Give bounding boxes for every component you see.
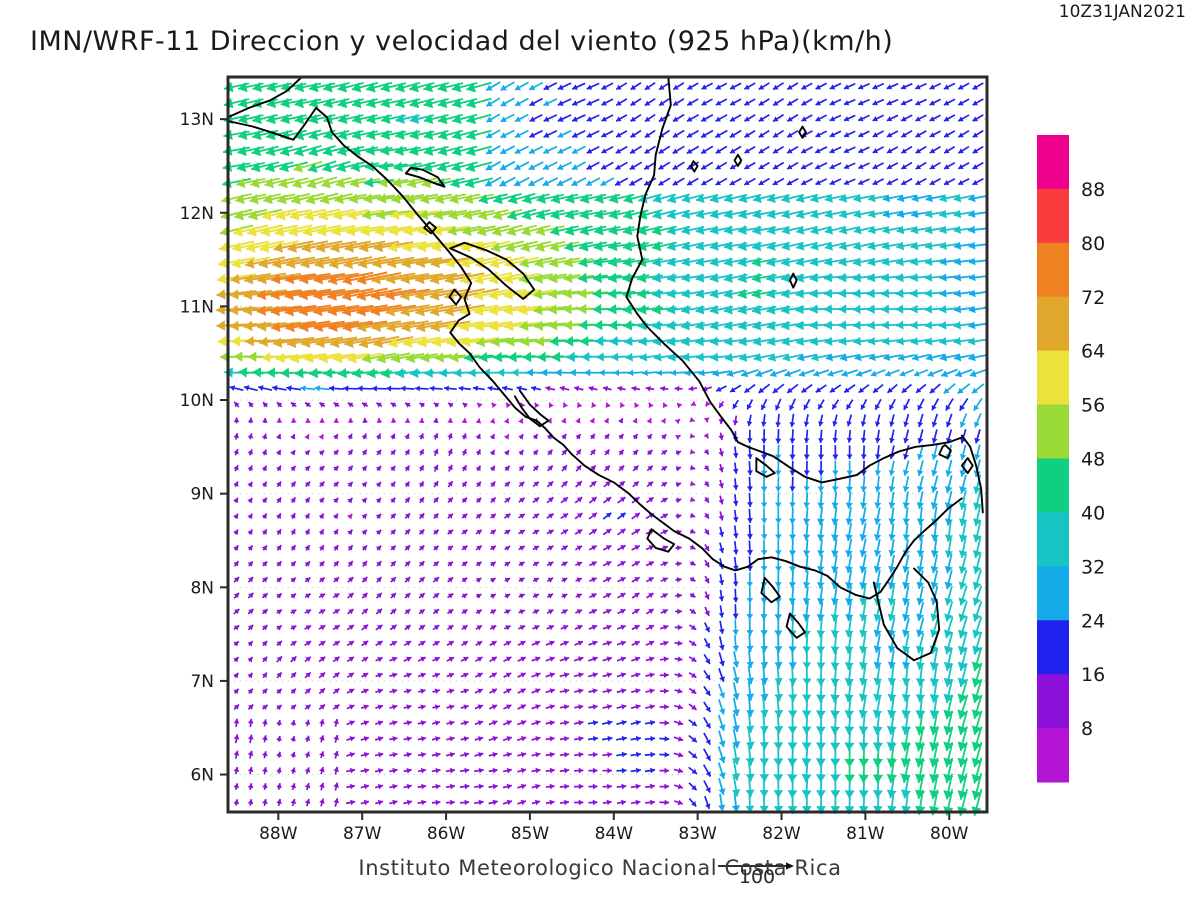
colorbar-band[interactable]	[1037, 458, 1069, 513]
x-tick-label: 84W	[595, 824, 634, 844]
colorbar-tick-label: 56	[1081, 395, 1105, 417]
x-tick-label: 83W	[678, 824, 717, 844]
y-axis: 13N 12N 11N 10N 9N 8N 7N 6N	[180, 110, 228, 786]
y-tick-label: 8N	[190, 578, 214, 598]
y-tick-label: 9N	[190, 485, 214, 505]
x-tick-label: 88W	[259, 824, 298, 844]
x-tick-label: 80W	[930, 824, 969, 844]
colorbar-band[interactable]	[1037, 404, 1069, 459]
coastline-layer	[227, 76, 984, 662]
timestamp: 10Z31JAN2021	[1058, 2, 1186, 22]
x-tick-label: 82W	[762, 824, 801, 844]
colorbar-band[interactable]	[1037, 512, 1069, 567]
y-tick-label: 10N	[180, 391, 214, 411]
colorbar-band[interactable]	[1037, 674, 1069, 729]
colorbar[interactable]: 88 80 72 64 56 48 40 32 24 16 8	[1037, 135, 1105, 783]
y-tick-label: 6N	[190, 766, 214, 786]
colorbar-tick-label: 40	[1081, 502, 1105, 524]
x-tick-label: 86W	[427, 824, 466, 844]
colorbar-tick-label: 64	[1081, 341, 1105, 363]
colorbar-band[interactable]	[1037, 620, 1069, 675]
x-tick-label: 81W	[846, 824, 885, 844]
y-tick-label: 7N	[190, 672, 214, 692]
footer-credit: Instituto Meteorologico Nacional Costa R…	[358, 856, 842, 880]
colorbar-tick-label: 48	[1081, 449, 1105, 471]
colorbar-band[interactable]	[1037, 188, 1069, 244]
colorbar-tick-label: 32	[1081, 556, 1105, 578]
colorbar-tick-label: 24	[1081, 610, 1105, 632]
y-tick-label: 11N	[180, 297, 214, 317]
colorbar-band[interactable]	[1037, 566, 1069, 621]
y-tick-label: 13N	[180, 110, 214, 130]
colorbar-band[interactable]	[1037, 350, 1069, 406]
colorbar-tick-label: 88	[1081, 179, 1105, 201]
reference-vector	[718, 862, 794, 870]
colorbar-band[interactable]	[1037, 296, 1069, 352]
colorbar-tick-label: 8	[1081, 718, 1093, 740]
colorbar-band[interactable]	[1037, 242, 1069, 298]
colorbar-tick-label: 72	[1081, 287, 1105, 309]
grid-layer	[228, 77, 987, 812]
colorbar-tick-label: 16	[1081, 664, 1105, 686]
x-tick-label: 85W	[511, 824, 550, 844]
colorbar-tick-label: 80	[1081, 233, 1105, 255]
colorbar-band[interactable]	[1037, 135, 1069, 190]
x-tick-label: 87W	[343, 824, 382, 844]
plot-frame	[226, 75, 989, 814]
page-title: IMN/WRF-11 Direccion y velocidad del vie…	[30, 26, 894, 57]
reference-vector-label: 100	[738, 866, 776, 888]
colorbar-band[interactable]	[1037, 728, 1069, 783]
y-tick-label: 12N	[180, 204, 214, 224]
wind-vector-layer	[216, 81, 988, 817]
x-axis: 88W 87W 86W 85W 84W 83W 82W 81W 80W	[259, 812, 969, 844]
